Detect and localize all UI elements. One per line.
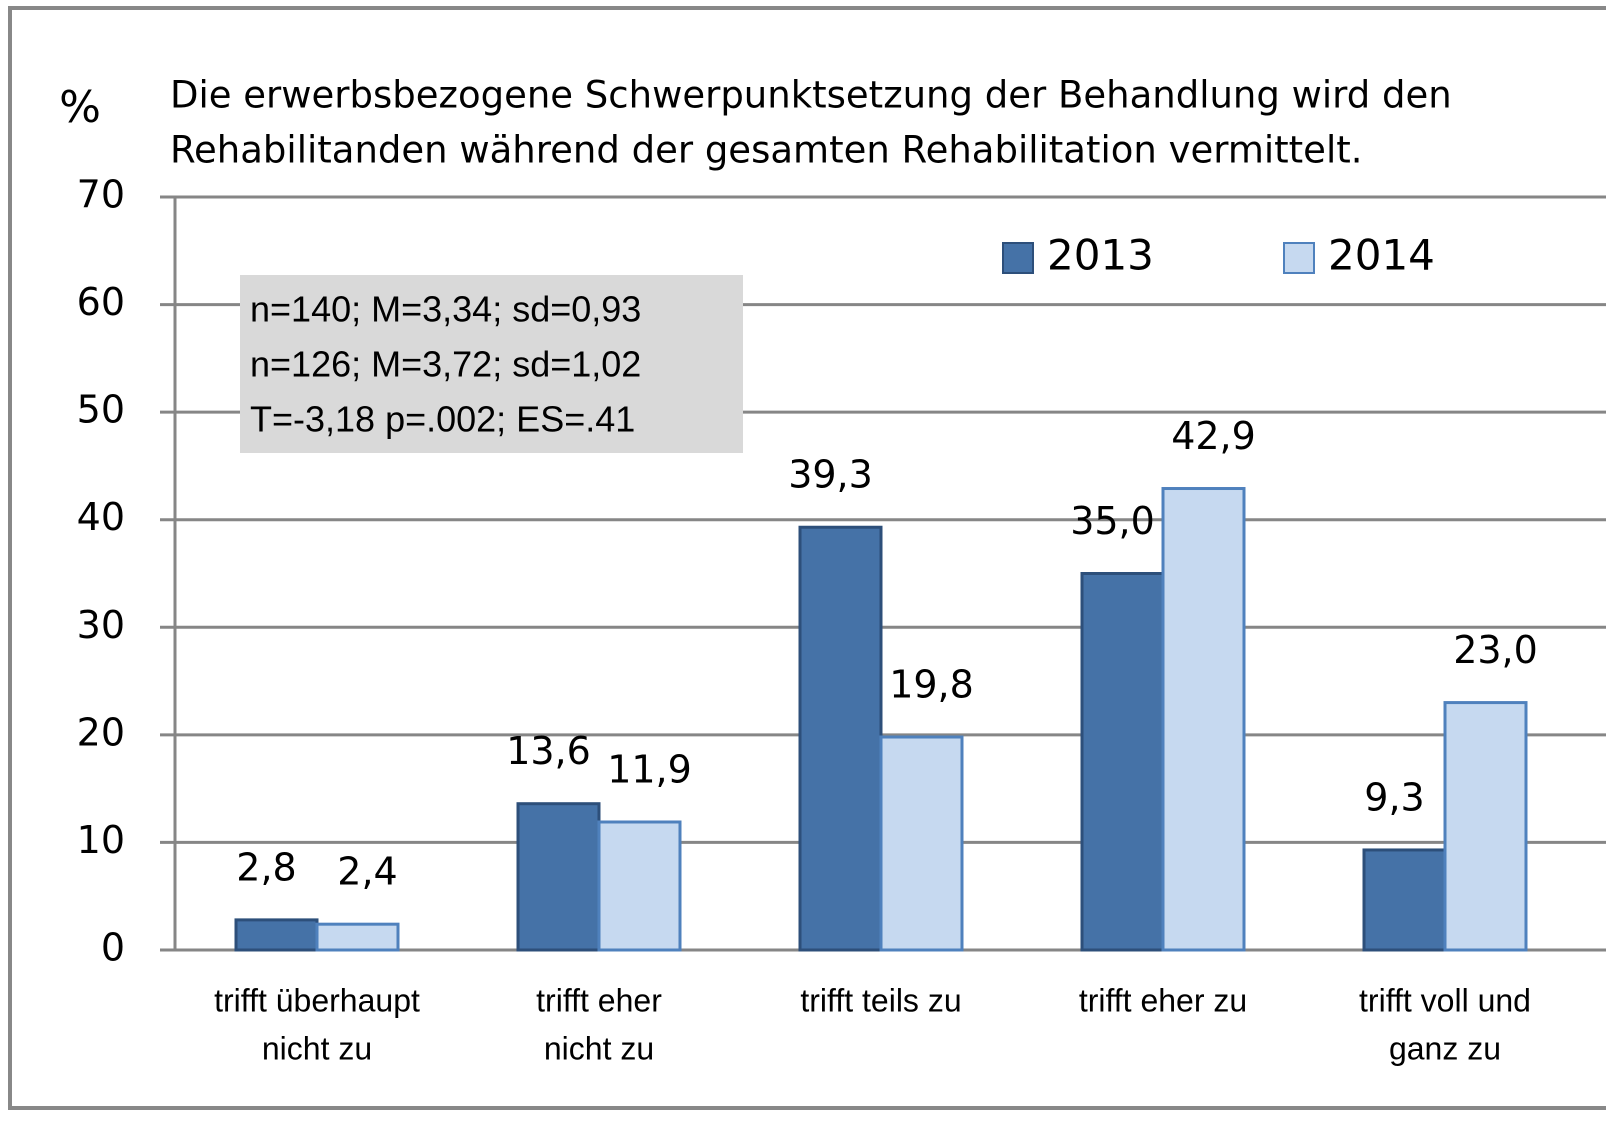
annotation: n=140; M=3,34; sd=0,93: [250, 289, 641, 330]
x-tick-label: trifft voll und: [1359, 982, 1531, 1018]
legend-swatch: [1283, 242, 1315, 274]
bar: [798, 525, 883, 952]
annotation-box: [240, 275, 743, 453]
x-tick-label: trifft teils zu: [800, 982, 961, 1018]
annotation: n=126; M=3,72; sd=1,02: [250, 344, 641, 385]
bar: [1161, 487, 1246, 952]
bar: [1080, 572, 1165, 952]
data-label: 39,3: [788, 453, 873, 497]
y-tick-label: 10: [77, 818, 125, 862]
legend-label: 2013: [1047, 231, 1154, 280]
data-label: 2,4: [337, 850, 397, 894]
bar: [516, 802, 601, 952]
data-label: 23,0: [1453, 628, 1538, 672]
data-label: 2,8: [236, 845, 296, 889]
data-label: 9,3: [1364, 775, 1424, 819]
bar: [597, 820, 682, 952]
x-tick-label: nicht zu: [544, 1030, 654, 1066]
data-label: 42,9: [1171, 414, 1256, 458]
chart-title: Die erwerbsbezogene Schwerpunktsetzung d…: [170, 74, 1452, 117]
data-label: 11,9: [607, 747, 692, 791]
x-tick-label: trifft eher: [536, 982, 662, 1018]
bar: [879, 735, 964, 952]
bar: [234, 918, 319, 952]
bar: [1443, 701, 1528, 952]
bar: [315, 922, 400, 952]
y-tick-label: 20: [77, 710, 125, 754]
data-label: 13,6: [506, 729, 591, 773]
annotation: T=-3,18 p=.002; ES=.41: [250, 399, 635, 440]
legend-label: 2014: [1328, 231, 1435, 280]
y-tick-label: 30: [77, 603, 125, 647]
y-tick-label: 0: [101, 926, 125, 970]
x-tick-label: nicht zu: [262, 1030, 372, 1066]
y-tick-label: 50: [77, 388, 125, 432]
legend-swatch: [1002, 242, 1034, 274]
y-axis-label: %: [59, 82, 101, 133]
x-tick-label: ganz zu: [1389, 1030, 1501, 1066]
y-tick-label: 40: [77, 495, 125, 539]
y-tick-label: 70: [77, 173, 125, 217]
x-tick-label: trifft eher zu: [1079, 982, 1247, 1018]
x-tick-label: trifft überhaupt: [214, 982, 420, 1018]
chart-title: Rehabilitanden während der gesamten Reha…: [170, 129, 1363, 172]
y-tick-label: 60: [77, 280, 125, 324]
data-label: 35,0: [1070, 499, 1155, 543]
data-label: 19,8: [889, 663, 974, 707]
bar: [1362, 848, 1447, 952]
